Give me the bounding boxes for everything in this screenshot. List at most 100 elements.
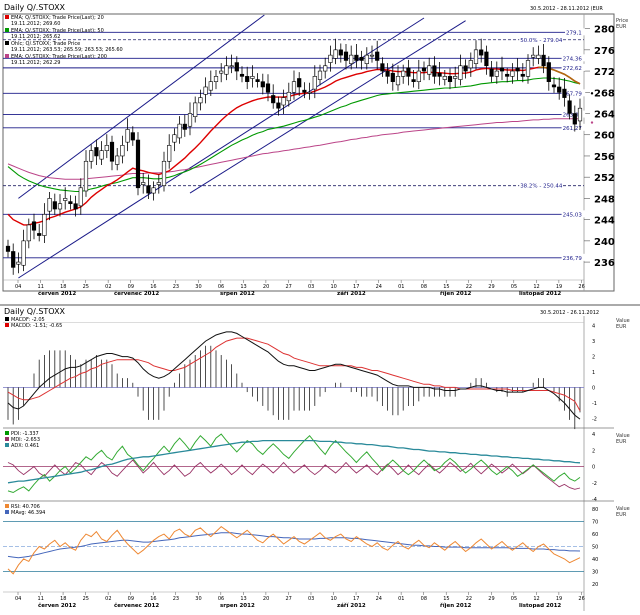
- dmi-tick-label: 2: [592, 448, 595, 454]
- macd-line: [7, 331, 581, 420]
- rsi-value-label: Value: [616, 506, 630, 512]
- ema20-tail: [538, 66, 581, 85]
- level-label-bg: [561, 54, 586, 62]
- candle-body: [16, 261, 21, 265]
- price-x-tick-label: 11: [38, 284, 44, 290]
- candle-body: [421, 67, 427, 72]
- price-x-tick-label: 22: [466, 284, 472, 290]
- legend-swatch-mavg: [5, 510, 9, 514]
- macd-value-label: Value: [616, 318, 630, 324]
- sub-x-month-label: listopad 2012: [519, 603, 561, 609]
- price-x-tick-label: 05: [511, 284, 517, 290]
- price-x-tick-label: 17: [353, 284, 359, 290]
- candle-body: [520, 73, 525, 77]
- sub-x-tick-label: 11: [38, 596, 44, 602]
- legend-ema50: EMA; Q/.STOXX; Trade Price(Last); 50: [11, 28, 104, 34]
- price-x-tick-label: 29: [488, 284, 494, 290]
- legend-ema200: EMA; Q/.STOXX; Trade Price(Last); 200: [11, 54, 107, 60]
- candle-body: [229, 65, 234, 68]
- candle-body: [551, 84, 557, 88]
- candle-body: [515, 67, 520, 72]
- sub-x-tick-label: 16: [150, 596, 156, 602]
- sub-x-tick-label: 29: [488, 596, 494, 602]
- level-label-bg: [561, 210, 586, 218]
- price-tick-label: 276: [594, 46, 615, 57]
- level-label: 274,36: [563, 56, 583, 62]
- candle-body: [562, 88, 567, 98]
- level-label: 279,1: [566, 30, 582, 36]
- level-label: 261,27: [563, 126, 583, 132]
- rsi-tick-label: 70: [592, 520, 598, 526]
- price-tick-label: 248: [594, 194, 615, 205]
- sub-x-tick-label: 27: [285, 596, 291, 602]
- legend-pdi: PDI: -1.337: [11, 431, 39, 437]
- candle-body: [416, 70, 421, 82]
- price-x-tick-label: 08: [421, 284, 427, 290]
- candle-body: [390, 72, 395, 82]
- candle-body: [156, 182, 161, 185]
- candle-body: [432, 65, 437, 77]
- candle-body: [489, 68, 494, 77]
- sub-x-tick-label: 02: [105, 596, 111, 602]
- candle-body: [510, 70, 515, 77]
- rsi-legend: RSI: 40.706 MAvg: 46.394: [5, 504, 45, 516]
- candle-body: [260, 81, 265, 88]
- dmi-tick-label: -2: [592, 481, 597, 487]
- price-tick-label: 240: [594, 237, 615, 248]
- candle-body: [494, 70, 499, 77]
- candle-body: [411, 79, 416, 82]
- candle-body: [130, 132, 135, 141]
- macd-tick-label: 1: [592, 370, 595, 376]
- legend-swatch-ohlc: [5, 41, 9, 45]
- candle-body: [458, 65, 463, 80]
- sub-x-tick-label: 01: [398, 596, 404, 602]
- candle-body: [276, 102, 281, 109]
- legend-swatch-mdi: [5, 437, 9, 441]
- price-x-month-label: listopad 2012: [519, 291, 561, 297]
- sub-x-tick-label: 05: [511, 596, 517, 602]
- price-unit-label: Price: [616, 18, 628, 24]
- channel-line-upper: [18, 14, 265, 199]
- price-x-tick-label: 10: [331, 284, 337, 290]
- candle-body: [473, 49, 479, 64]
- sub-x-tick-label: 03: [308, 596, 314, 602]
- price-x-tick-label: 03: [308, 284, 314, 290]
- candle-body: [369, 54, 375, 57]
- candle-body: [265, 83, 271, 93]
- candle-body: [577, 107, 583, 122]
- candle-body: [499, 67, 505, 72]
- sub-x-tick-label: 26: [578, 596, 584, 602]
- legend-macdd: MACDD: -1.51; -0.65: [11, 323, 62, 329]
- channel-line-inner: [189, 20, 466, 194]
- sub-x-tick-label: 17: [353, 596, 359, 602]
- sub-x-tick-label: 12: [533, 596, 539, 602]
- price-tick-label: 272: [594, 67, 615, 78]
- legend-ema50-value: 19.11.2012; 265.62: [11, 34, 60, 40]
- legend-swatch-ema50: [5, 28, 9, 32]
- candle-body: [463, 65, 468, 72]
- candle-body: [395, 76, 401, 86]
- candle-body: [239, 73, 245, 77]
- candle-body: [161, 160, 167, 186]
- rsi-tick-label: 60: [592, 532, 598, 538]
- sub-date-range: 30.5.2012 - 26.11.2012: [540, 310, 599, 316]
- main-legend: EMA; Q/.STOXX; Trade Price(Last); 20 19.…: [5, 15, 123, 66]
- dmi-panel: -4 -2 0 2 4: [3, 432, 597, 503]
- candle-body: [94, 147, 99, 157]
- rsi-line: [7, 525, 581, 575]
- candle-body: [89, 150, 94, 162]
- price-x-month-label: červen 2012: [38, 290, 76, 297]
- candle-body: [224, 65, 229, 75]
- macd-tick-label: 3: [592, 339, 595, 345]
- sub-x-month-label: červen 2012: [38, 602, 76, 609]
- rsi-mavg-line: [7, 532, 581, 559]
- candle-body: [115, 155, 120, 165]
- legend-ema20: EMA; Q/.STOXX; Trade Price(Last); 20: [11, 15, 104, 21]
- price-x-tick-label: 27: [285, 284, 291, 290]
- sub-x-tick-label: 23: [173, 596, 179, 602]
- sub-x-month-label: červenec 2012: [114, 602, 159, 609]
- candle-body: [338, 49, 343, 56]
- candle-body: [120, 145, 125, 157]
- candle-body: [307, 91, 312, 94]
- legend-swatch-pdi: [5, 431, 9, 435]
